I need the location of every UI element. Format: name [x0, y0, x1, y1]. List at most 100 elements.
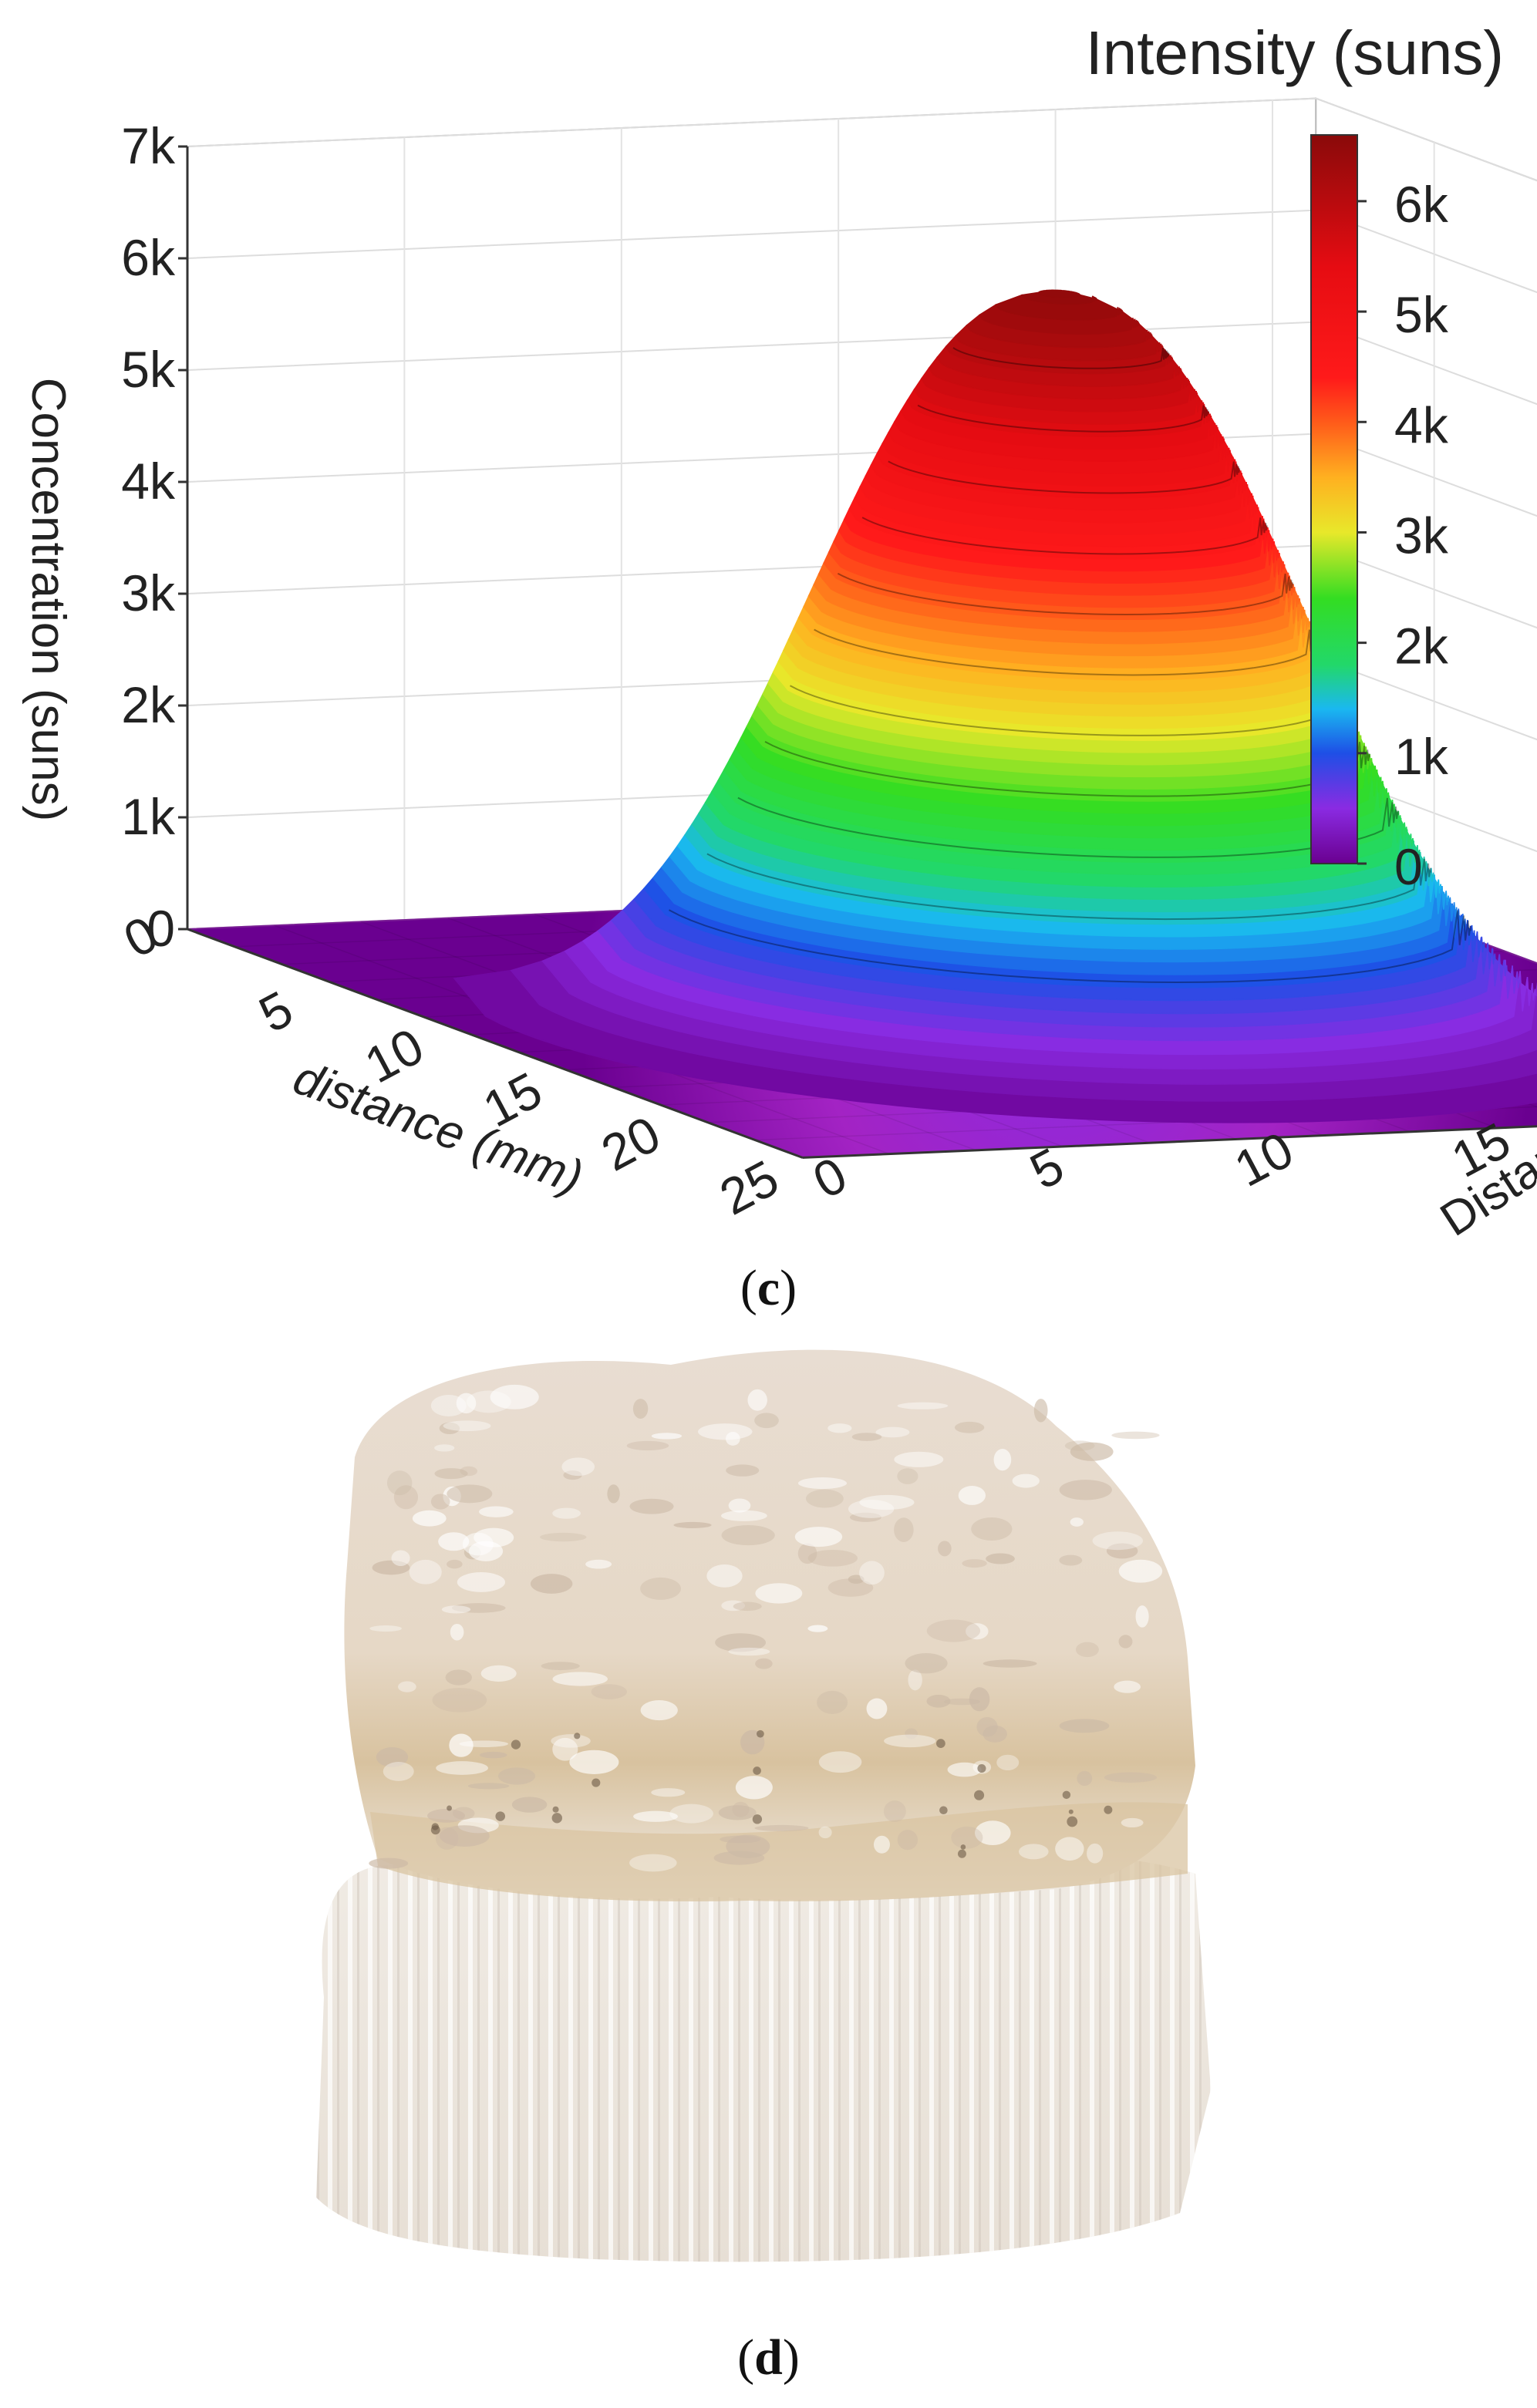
photo-speckle [409, 1559, 442, 1585]
z-axis-title: Concentration (suns) [22, 378, 75, 822]
colorbar-tick-label: 5k [1394, 286, 1449, 343]
x-axis-line [187, 928, 804, 1159]
photo-dark-spot [753, 1766, 761, 1775]
x-tick-label: 5 [250, 979, 302, 1043]
z-gridline [187, 97, 1537, 182]
photo-speckle [673, 1521, 712, 1528]
photo-speckle [551, 1734, 591, 1748]
photo-speckle [1105, 1390, 1131, 1403]
photo-speckle [818, 1826, 832, 1839]
photo-speckle [1033, 1399, 1048, 1423]
z-tick-label: 5k [121, 341, 176, 398]
photo-speckle [498, 1767, 536, 1785]
photo-speckle [966, 1623, 989, 1640]
photo-speckle [466, 1390, 511, 1413]
photo-speckle [926, 1619, 981, 1642]
photo-speckle [372, 1560, 410, 1575]
photo-speckle [632, 1399, 649, 1419]
z-tick-label: 6k [121, 229, 176, 286]
photo-dark-spot [939, 1806, 948, 1815]
photo-dark-spot [974, 1790, 985, 1800]
contour-line [917, 404, 1209, 433]
photo-speckle [607, 1484, 620, 1504]
contour-line [669, 909, 1472, 984]
photo-speckle [480, 1665, 517, 1682]
contour-line [737, 796, 1399, 858]
photo-speckle [452, 1807, 475, 1820]
x-tick-label: 20 [592, 1105, 669, 1182]
photo-speckle [754, 1413, 779, 1429]
photo-texture-details [369, 1384, 1163, 1872]
photo-speckle [754, 1824, 809, 1832]
contour-line [814, 628, 1319, 676]
colorbar: 0 1k 2k 3k 4k 5k 6k Intensity (suns) [1086, 19, 1504, 895]
photo-speckle [875, 1426, 910, 1438]
photo-speckle [669, 1803, 713, 1824]
photo-speckle [859, 1494, 915, 1510]
photo-speckle [947, 1762, 982, 1777]
photo-speckle [969, 1687, 990, 1712]
contour-line [861, 517, 1268, 555]
photo-speckle [1019, 1844, 1049, 1860]
photo-dark-spot [1104, 1805, 1113, 1814]
photo-speckle [391, 1550, 410, 1567]
photo-dark-spot [977, 1763, 986, 1773]
photo-speckle [530, 1574, 573, 1594]
photo-speckle [747, 1389, 767, 1411]
photo-speckle [511, 1797, 548, 1813]
photo-speckle [986, 1553, 1015, 1564]
photo-speckle [427, 1808, 466, 1823]
photo-speckle [849, 1512, 881, 1522]
photo-speckle [897, 1402, 949, 1409]
photo-speckle [873, 1835, 890, 1854]
photo-speckle [383, 1762, 414, 1781]
contour-line [888, 460, 1241, 494]
photo-dark-spot [936, 1739, 945, 1748]
colorbar-scale [1310, 134, 1358, 864]
photo-dark-spot [592, 1778, 601, 1787]
photo-speckle [706, 1564, 743, 1588]
photo-speckle [552, 1672, 608, 1686]
x-axis-title: distance (mm) [287, 1051, 590, 1204]
surface-cap [1038, 289, 1080, 298]
z-tick-label: 3k [121, 564, 176, 621]
photo-speckle [441, 1605, 471, 1614]
colorbar-tick-label: 0 [1394, 838, 1423, 895]
photo-speckle [1135, 1605, 1149, 1628]
photo-speckle [450, 1623, 464, 1641]
photo-dark-spot [511, 1739, 521, 1750]
photo-speckle [958, 1486, 986, 1505]
photo-speckle [926, 1694, 951, 1708]
photo-speckle [449, 1733, 474, 1757]
photo-speckle [755, 1658, 773, 1669]
photo-speckle [393, 1485, 419, 1510]
photo-speckle [439, 1825, 490, 1847]
photo-speckle [983, 1659, 1037, 1668]
photo-speckle [479, 1751, 507, 1759]
photo-speckle [1106, 1543, 1138, 1559]
photo-fiber-texture [316, 1855, 1211, 2262]
photo-speckle [728, 1498, 751, 1513]
photo-speckle [430, 1494, 450, 1510]
photo-speckle [894, 1451, 944, 1467]
photo-speckle [905, 1728, 918, 1739]
photo-speckle [951, 1826, 983, 1849]
colorbar-tick-label: 4k [1394, 396, 1449, 453]
photo-speckle [467, 1783, 510, 1790]
photo-speckle [993, 1449, 1012, 1471]
photo-speckle [540, 1532, 587, 1542]
photo-speckle [1059, 1554, 1083, 1566]
photo-speckle [563, 1470, 582, 1480]
photo-speckle [721, 1510, 767, 1521]
photo-dark-spot [574, 1733, 581, 1739]
photo-speckle [640, 1700, 678, 1721]
photo-dark-spot [495, 1811, 506, 1821]
photo-speckle [715, 1633, 767, 1652]
photo-speckle [721, 1525, 775, 1546]
photo-speckle [369, 1625, 402, 1632]
z-tick-label: 0 [147, 900, 175, 957]
photo-speckle [897, 1830, 918, 1851]
photo-speckle [905, 1653, 948, 1674]
photo-speckle [848, 1574, 865, 1584]
photo-speckle [633, 1810, 678, 1822]
